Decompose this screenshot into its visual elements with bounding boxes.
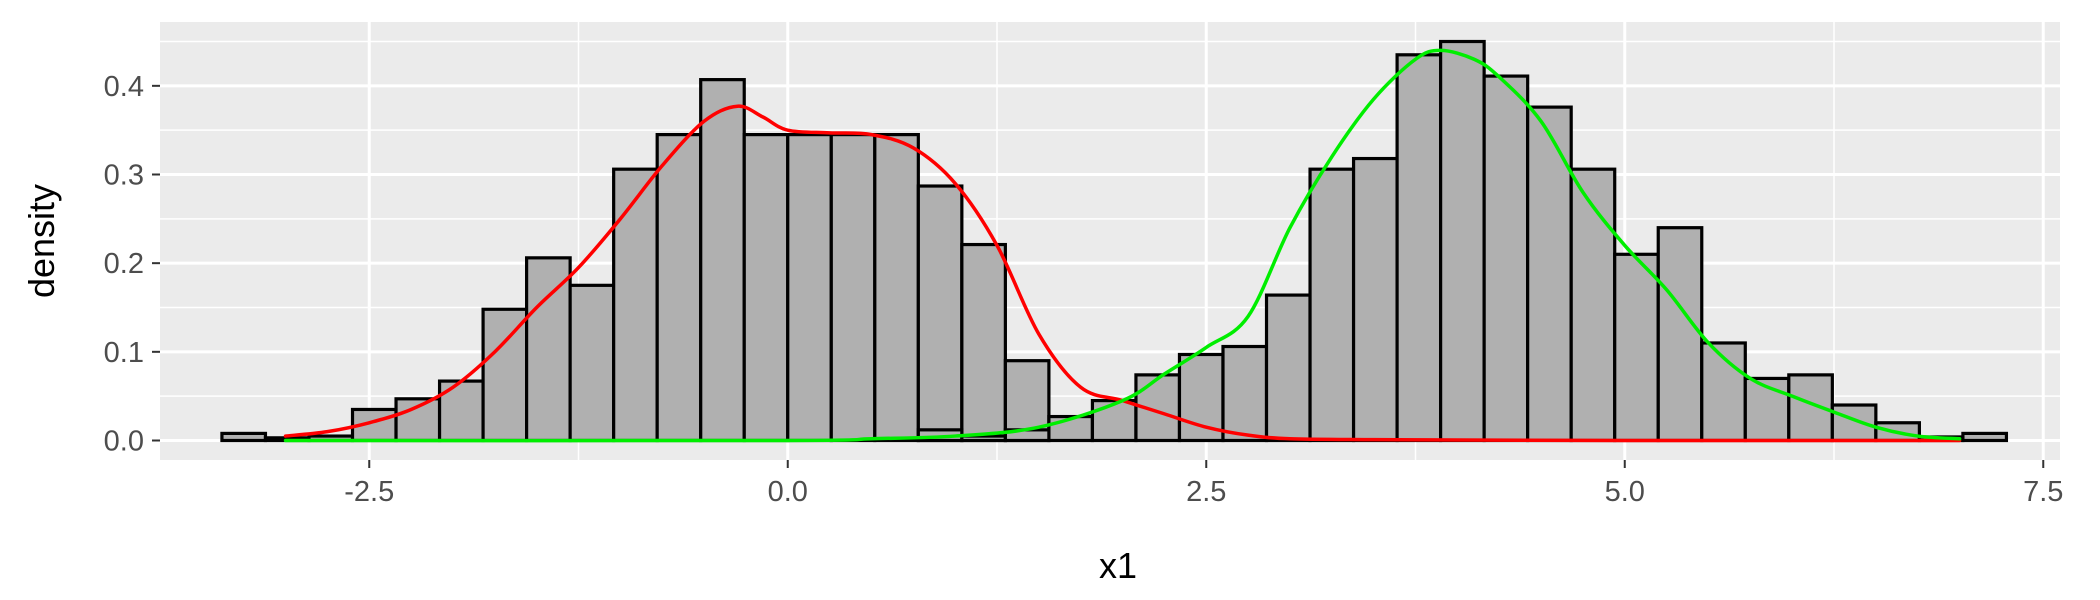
histogram-bar [655, 133, 703, 443]
histogram-bar [1090, 398, 1138, 443]
histogram-bar [1177, 352, 1225, 443]
x-tick-label: 5.0 [1605, 476, 1645, 508]
y-tick-label: 0.4 [104, 71, 144, 103]
histogram-bar [1656, 226, 1704, 443]
density-curve-red [283, 104, 1962, 443]
histogram-bar [1961, 431, 2009, 443]
y-tick-label: 0.0 [104, 425, 144, 457]
density-curve-green [283, 48, 1962, 443]
histogram-bar [220, 431, 268, 443]
histogram-bar [1308, 167, 1356, 443]
x-tick-label: 7.5 [2023, 476, 2063, 508]
y-axis: 0.0 0.1 0.2 0.3 0.4 [104, 71, 160, 457]
histogram-bar [1830, 403, 1878, 443]
x-tick-label: 0.0 [768, 476, 808, 508]
x-tick-label: -2.5 [344, 476, 394, 508]
density-curves [283, 48, 1962, 443]
histogram-bar [1439, 39, 1486, 443]
histogram-bar [568, 283, 616, 443]
histogram-bar [1613, 252, 1660, 443]
histogram-bar [742, 133, 790, 443]
y-tick-label: 0.3 [104, 160, 144, 192]
x-axis: -2.5 0.0 2.5 5.0 7.5 [344, 460, 2063, 508]
histogram-bar [873, 133, 920, 443]
histogram-bar [1526, 105, 1573, 443]
histogram-bar [1221, 344, 1269, 443]
histogram-bar [612, 167, 659, 443]
histogram-bar [960, 242, 1007, 443]
histogram-bar [1351, 156, 1399, 443]
histogram-bar [1482, 74, 1530, 443]
y-axis-title: density [21, 184, 62, 298]
histogram-bar [1264, 293, 1312, 443]
x-tick-label: 2.5 [1186, 476, 1226, 508]
histogram-bar [1700, 341, 1747, 443]
histogram-bar [481, 307, 529, 443]
histogram-bar [786, 133, 833, 443]
x-axis-title: x1 [1099, 545, 1137, 586]
y-tick-label: 0.2 [104, 248, 144, 280]
histogram-bar [699, 78, 746, 443]
histogram-bar [525, 256, 572, 443]
histogram-bar [1395, 53, 1443, 443]
histogram-bar [1569, 167, 1617, 443]
histogram-bar [829, 133, 877, 443]
histogram-bars [220, 39, 2009, 443]
y-tick-label: 0.1 [104, 337, 144, 369]
histogram-bar [916, 184, 964, 443]
